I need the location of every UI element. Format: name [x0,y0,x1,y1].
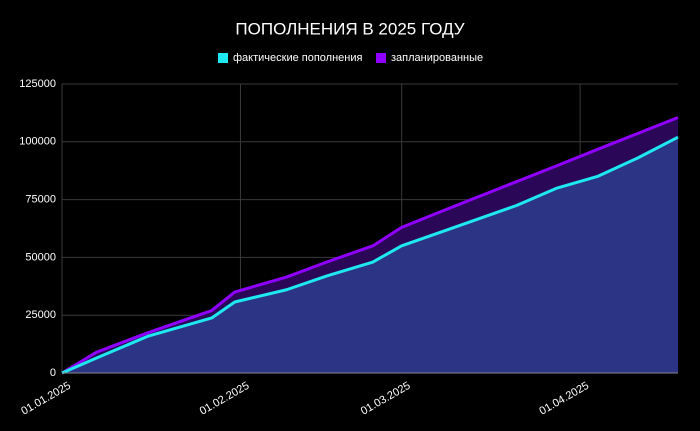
x-tick-label: 01.02.2025 [198,380,252,418]
y-tick-label: 100000 [19,136,56,148]
x-tick-label: 01.03.2025 [359,380,413,418]
y-tick-label: 125000 [19,78,56,90]
legend-label: запланированные [391,52,483,64]
chart-title: ПОПОЛНЕНИЯ В 2025 ГОДУ [235,19,464,38]
y-tick-label: 75000 [25,194,56,206]
legend-label: фактические пополнения [233,52,363,64]
x-tick-label: 01.01.2025 [19,380,73,418]
y-tick-label: 0 [50,367,56,379]
line [61,135,679,375]
y-tick-label: 50000 [25,251,56,263]
x-tick-label: 01.04.2025 [537,380,591,418]
area [62,137,678,373]
legend-swatch [218,53,228,63]
y-tick-label: 25000 [25,309,56,321]
legend-swatch [376,53,386,63]
line [61,116,679,375]
